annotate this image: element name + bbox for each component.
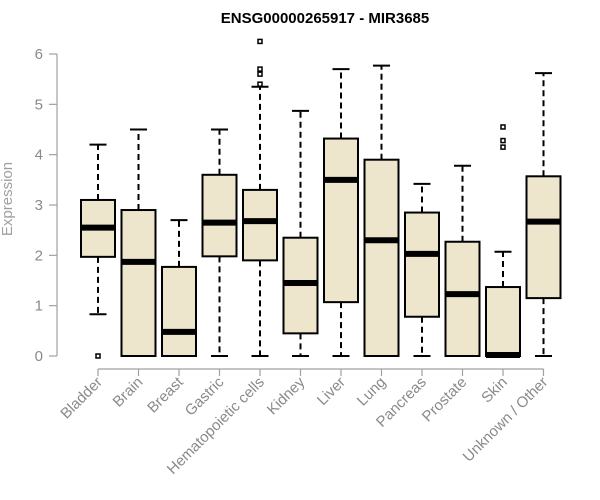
- outlier-point: [500, 144, 506, 150]
- x-tick-label: Lung: [354, 374, 390, 410]
- outlier-point: [257, 66, 263, 72]
- box: [161, 265, 197, 357]
- x-tick-label: Kidney: [264, 373, 309, 418]
- outlier-point: [500, 137, 506, 144]
- y-tick-label: 4: [35, 147, 43, 164]
- outlier-point: [500, 124, 506, 130]
- y-tick-label: 2: [35, 247, 43, 264]
- box: [444, 240, 481, 357]
- box: [404, 211, 440, 318]
- box: [485, 286, 521, 357]
- box: [242, 188, 278, 262]
- x-tick-label: Prostate: [419, 374, 471, 426]
- y-tick-label: 0: [35, 348, 43, 365]
- y-tick-label: 1: [35, 298, 43, 315]
- y-tick-label: 6: [35, 46, 43, 63]
- x-tick-label: Skin: [478, 374, 511, 407]
- y-tick-label: 3: [35, 197, 43, 214]
- box: [525, 175, 562, 300]
- box: [201, 173, 238, 258]
- chart-title: ENSG00000265917 - MIR3685: [221, 10, 429, 27]
- x-tick-label: Bladder: [57, 374, 106, 423]
- outlier-point: [257, 71, 263, 77]
- outlier-point: [257, 38, 263, 45]
- box: [120, 209, 157, 357]
- outlier-point: [95, 353, 101, 359]
- box: [323, 137, 359, 304]
- x-tick-label: Brain: [110, 374, 147, 411]
- y-tick-label: 5: [35, 96, 43, 113]
- outlier-point: [257, 81, 263, 87]
- x-tick-label: Liver: [314, 374, 349, 409]
- y-axis-label: Expression: [0, 162, 16, 236]
- box: [363, 158, 400, 357]
- x-tick-label: Breast: [144, 373, 187, 416]
